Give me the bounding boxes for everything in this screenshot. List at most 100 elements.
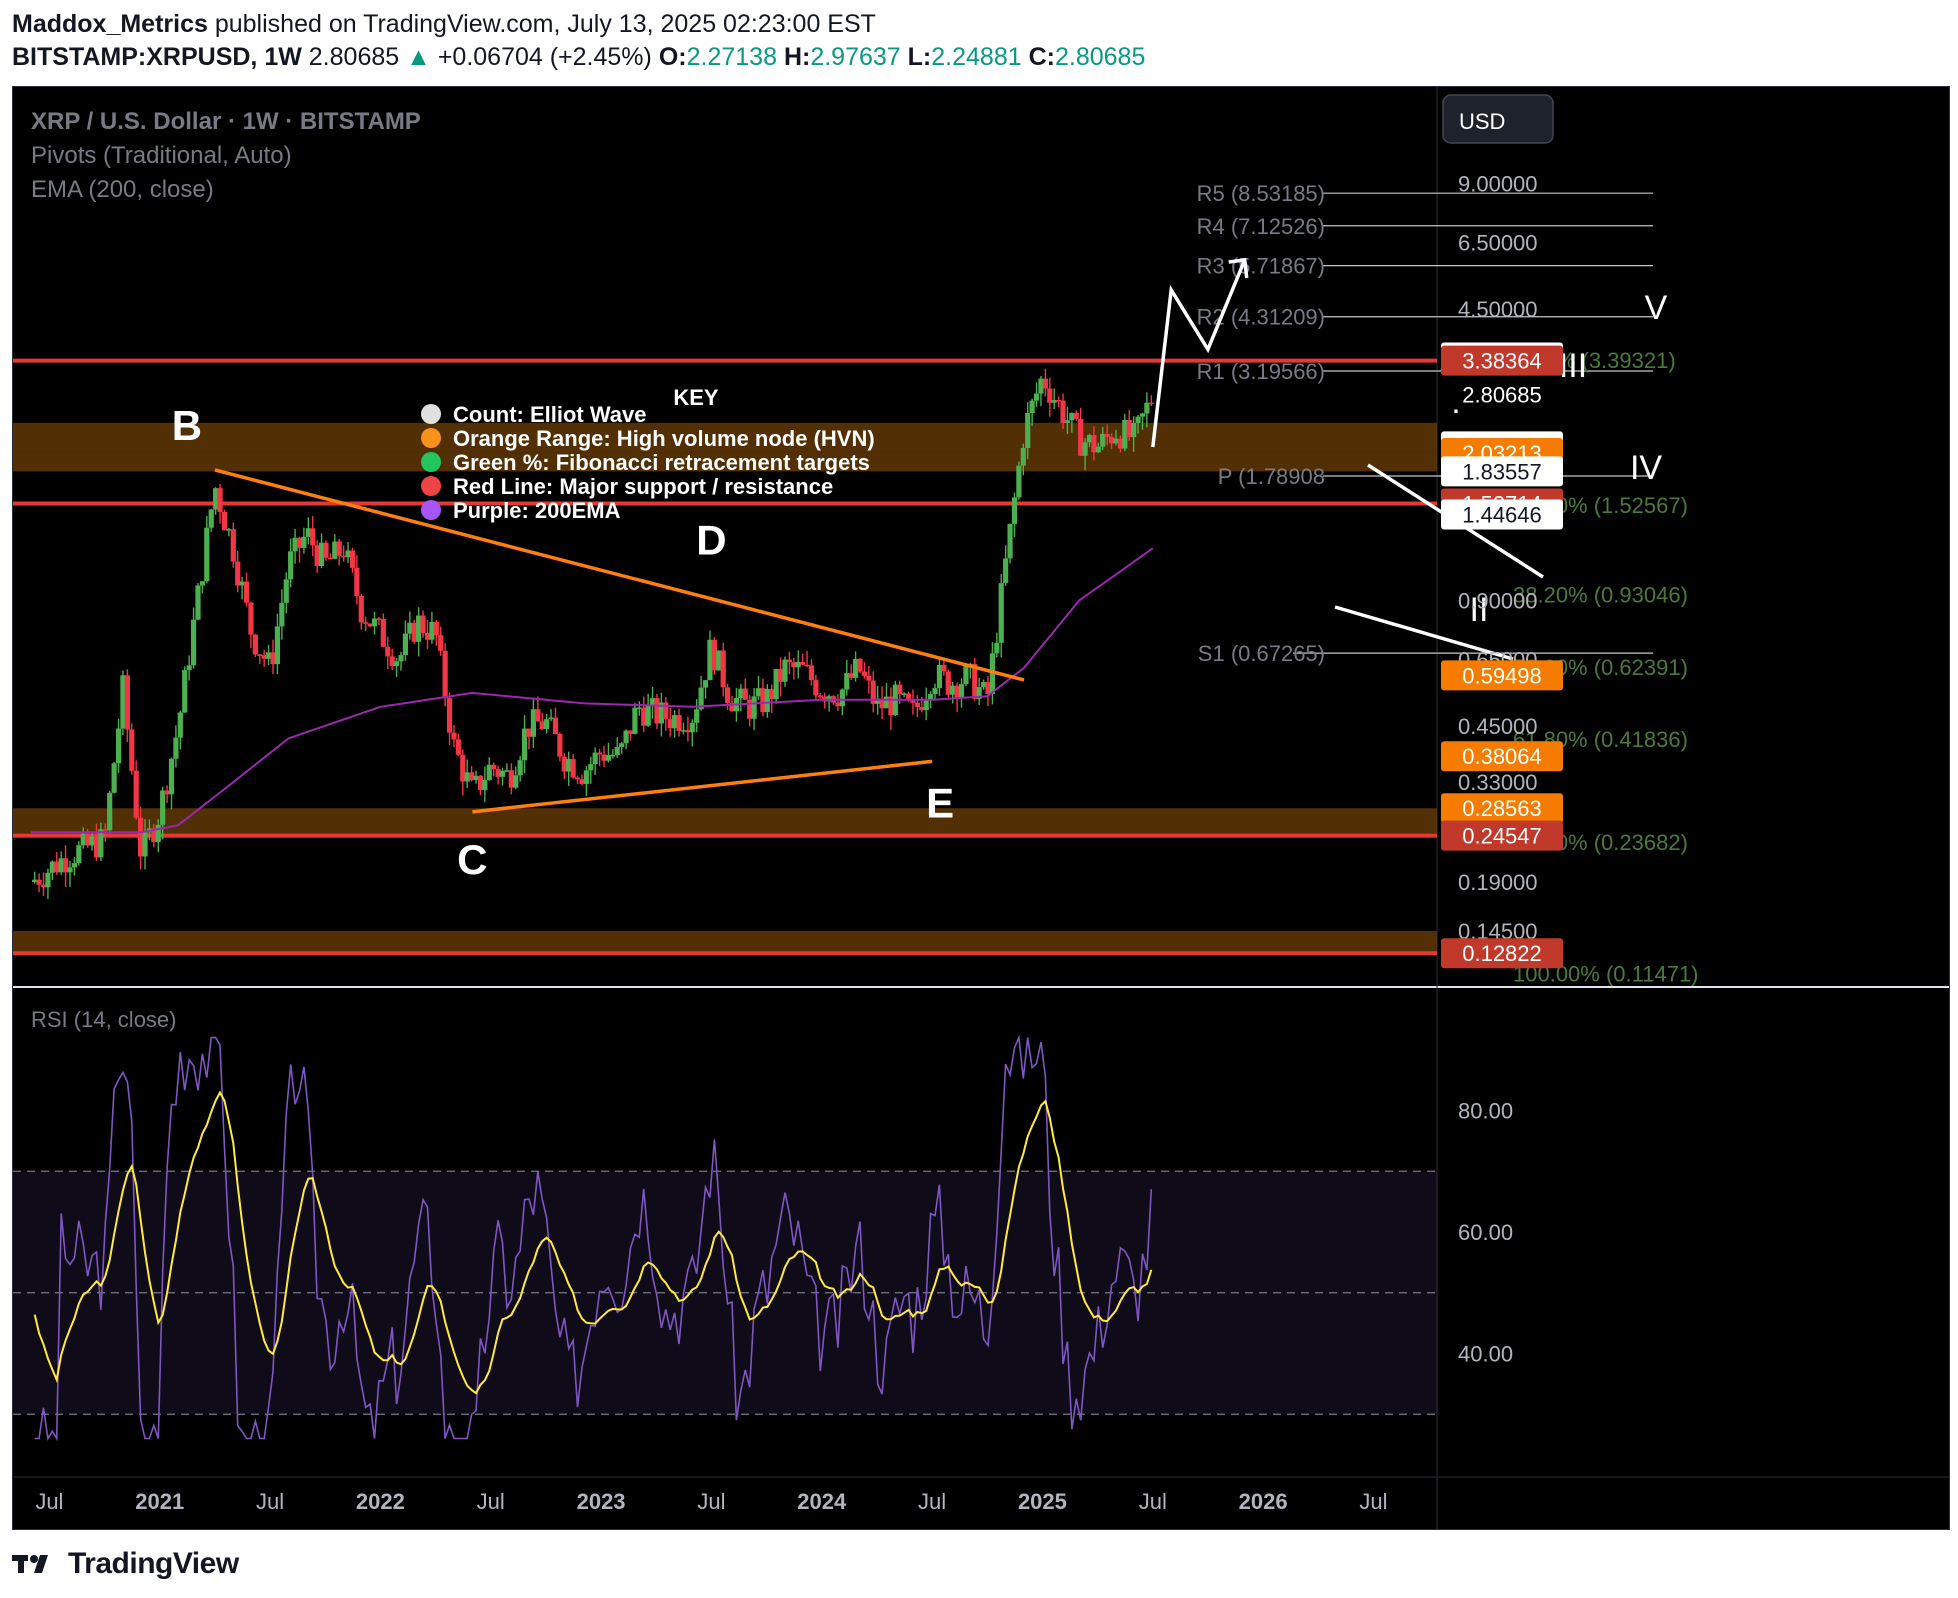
candle [411, 622, 417, 642]
price-badge-value: 2.80685 [1462, 382, 1542, 407]
candle [429, 621, 435, 640]
candle [619, 743, 625, 748]
candle [861, 671, 868, 676]
candle [358, 596, 364, 623]
ema-200-line [31, 547, 1154, 834]
candle [544, 719, 550, 730]
candle [102, 829, 108, 831]
candle [901, 693, 907, 696]
candle [685, 730, 691, 733]
price-badge [1441, 345, 1563, 376]
candle [389, 656, 395, 667]
pivot-label: R3 (5.71867) [1197, 254, 1325, 279]
candle [870, 680, 876, 704]
candle [791, 662, 797, 668]
candle [305, 528, 311, 537]
candle [133, 770, 139, 818]
candle [213, 488, 219, 510]
candle [649, 698, 656, 705]
candle [296, 537, 303, 548]
candle [327, 557, 333, 560]
chart-title: XRP / U.S. Dollar · 1W · BITSTAMP [31, 108, 421, 135]
price-badge-value: 0.28563 [1462, 796, 1542, 821]
wave-label-e: E [926, 779, 954, 826]
elliott-label: IV [1630, 449, 1662, 487]
candle [1020, 447, 1026, 466]
pivot-label: R4 (7.12526) [1197, 214, 1325, 239]
candle [888, 696, 894, 716]
key-bullet-icon [421, 476, 441, 496]
time-axis-tick: Jul [35, 1489, 63, 1514]
time-axis-tick: Jul [918, 1489, 946, 1514]
candle [764, 689, 770, 713]
candle [804, 664, 810, 667]
symbol-line: BITSTAMP:XRPUSD, 1W 2.80685 ▲ +0.06704 (… [12, 41, 1942, 74]
candle [1095, 446, 1101, 453]
author-name[interactable]: Maddox_Metrics [12, 10, 208, 38]
candle [32, 879, 38, 883]
candle [579, 779, 585, 784]
candle [186, 665, 192, 671]
price-badge [1441, 660, 1563, 691]
price-change: +0.06704 (+2.45%) [437, 43, 652, 71]
candle [817, 695, 823, 697]
candle [407, 622, 413, 634]
chart-panel[interactable]: R5 (8.53185) R4 (7.12526) R3 (5.71867) R2 (… [12, 86, 1950, 1530]
elliott-label: II [1470, 591, 1489, 629]
candle [257, 654, 263, 656]
candle [614, 747, 620, 755]
candle [1033, 393, 1040, 401]
currency-button-label: USD [1459, 109, 1505, 134]
key-bullet-icon [421, 428, 441, 448]
key-bullet-icon [421, 452, 441, 472]
candle [760, 688, 766, 713]
candle [729, 703, 735, 712]
candle [1078, 418, 1084, 456]
candle [120, 675, 126, 729]
price-axis-tick: 0.19000 [1458, 870, 1538, 895]
candle [950, 685, 956, 695]
candle [680, 730, 687, 732]
candle [1007, 523, 1013, 559]
time-axis-tick: Jul [1139, 1489, 1167, 1514]
candle [1056, 400, 1062, 402]
candle [230, 529, 236, 562]
candle [535, 709, 541, 722]
candle [1135, 416, 1141, 423]
hvn-zone [13, 808, 1437, 836]
candle [530, 709, 537, 737]
candle [566, 759, 572, 772]
chart-svg[interactable]: R5 (8.53185)R4 (7.12526)R3 (5.71867)R2 (… [13, 87, 1949, 1529]
candle [879, 698, 885, 709]
candle [552, 717, 559, 735]
price-badge [1441, 938, 1563, 969]
candle [195, 585, 201, 620]
candle [1073, 412, 1079, 419]
candle [402, 633, 409, 656]
candle [89, 836, 95, 846]
candle [385, 646, 391, 657]
up-triangle-icon: ▲ [406, 43, 431, 71]
candle [124, 675, 130, 730]
candle [283, 579, 289, 603]
candle [380, 619, 386, 647]
open-value: 2.27138 [686, 43, 777, 71]
candle [76, 845, 82, 864]
support-resistance-line [13, 951, 1437, 956]
candle [985, 681, 991, 694]
price-axis-tick: 4.50000 [1458, 297, 1538, 322]
footer: TradingView [12, 1544, 239, 1584]
key-item: Red Line: Major support / resistance [453, 474, 833, 499]
tradingview-logo-icon[interactable] [12, 1551, 58, 1577]
candle [786, 659, 792, 663]
pivot-label: R5 (8.53185) [1197, 181, 1325, 206]
wedge-lower-line [1334, 605, 1514, 661]
symbol-name[interactable]: BITSTAMP:XRPUSD, 1W [12, 43, 302, 71]
candle [151, 828, 157, 843]
candle [292, 537, 298, 552]
candle [477, 775, 484, 791]
candle [1108, 437, 1115, 444]
candle [694, 709, 700, 723]
high-value: 2.97637 [810, 43, 901, 71]
candle [610, 754, 616, 757]
